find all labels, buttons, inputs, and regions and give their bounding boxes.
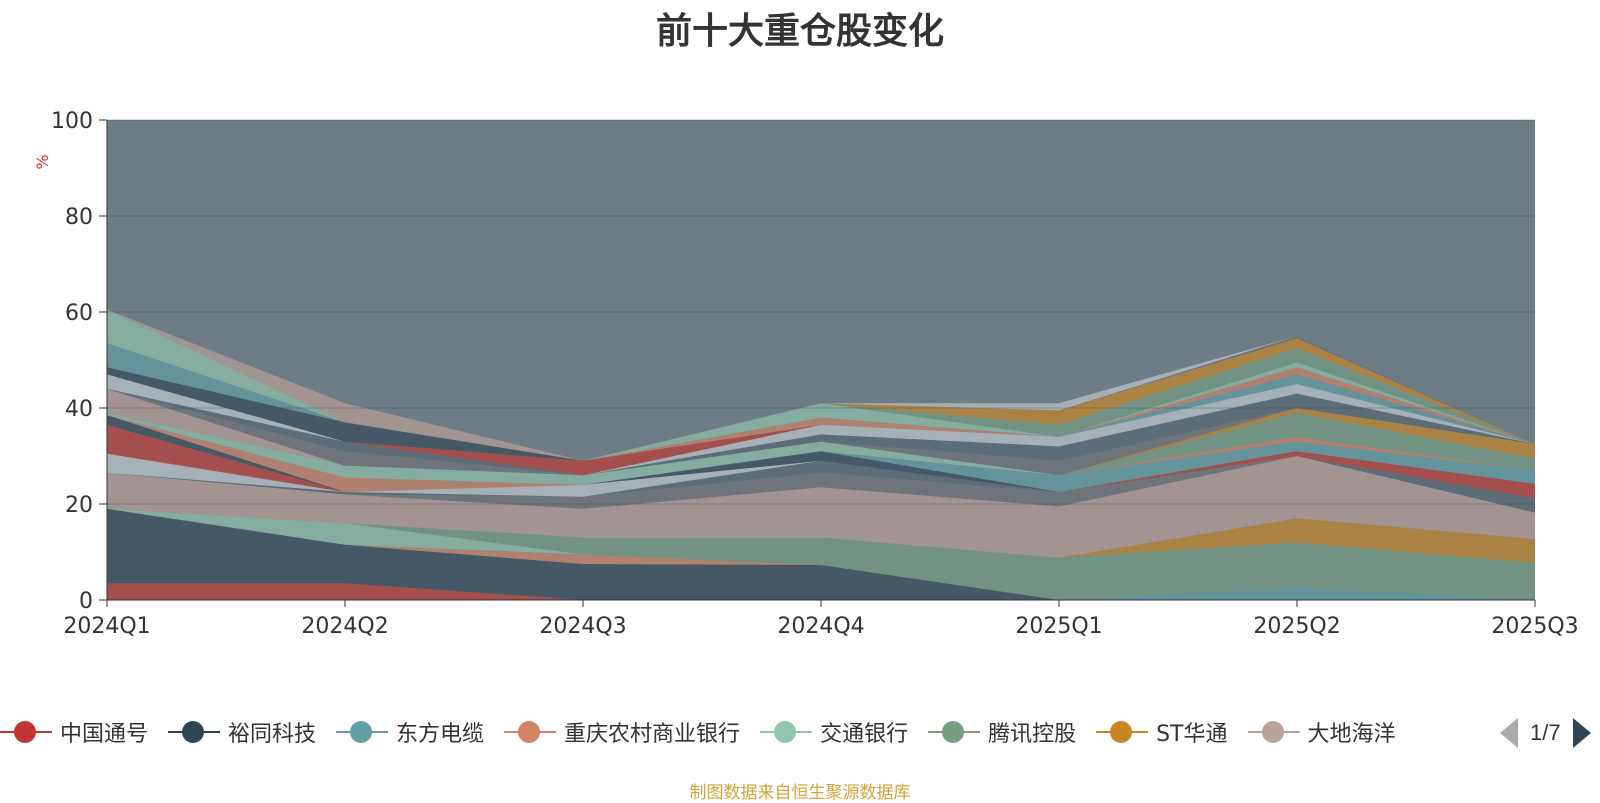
- legend-label: 大地海洋: [1307, 722, 1396, 747]
- legend-prev-icon[interactable]: [1500, 718, 1518, 748]
- legend-marker-icon: [1247, 717, 1300, 747]
- y-tick-label: 80: [65, 205, 93, 230]
- legend-next-icon[interactable]: [1572, 718, 1591, 748]
- legend-pager: 1/7: [1500, 718, 1591, 748]
- legend-label: ST华通: [1156, 722, 1228, 747]
- area-series-0: [107, 583, 1535, 600]
- x-tick-label: 2024Q2: [301, 614, 388, 639]
- x-tick-label: 2024Q3: [539, 614, 626, 639]
- legend-marker-icon: [760, 717, 813, 747]
- area-series-7: [107, 456, 1535, 558]
- legend-item[interactable]: 中国通号: [0, 716, 148, 748]
- legend-item[interactable]: 大地海洋: [1247, 716, 1396, 748]
- area-series-15: [107, 412, 1535, 485]
- data-source-note: 制图数据来自恒生聚源数据库: [689, 783, 911, 803]
- y-tick-label: 40: [65, 397, 93, 422]
- area-series-5: [107, 508, 1535, 600]
- legend-label: 裕同科技: [228, 722, 317, 747]
- y-tick-label: 100: [51, 109, 93, 134]
- legend-item[interactable]: 腾讯控股: [928, 716, 1076, 748]
- legend-item[interactable]: 交通银行: [760, 716, 908, 748]
- legend-marker-icon: [1096, 717, 1149, 747]
- area-series-12: [107, 415, 1535, 492]
- x-tick-label: 2025Q1: [1015, 614, 1102, 639]
- legend-marker-icon: [168, 717, 221, 747]
- legend-label: 腾讯控股: [988, 722, 1077, 747]
- y-tick-label: 0: [79, 589, 93, 614]
- legend-label: 重庆农村商业银行: [564, 722, 741, 747]
- legend-marker-icon: [928, 717, 981, 747]
- legend-label: 中国通号: [60, 722, 149, 747]
- area-series-16: [107, 412, 1535, 476]
- legend-marker-icon: [0, 717, 52, 747]
- area-series-11: [107, 424, 1535, 499]
- y-tick-label: 20: [65, 493, 93, 518]
- legend-label: 交通银行: [820, 722, 909, 747]
- area-series-9: [107, 456, 1535, 513]
- legend-marker-icon: [504, 717, 557, 747]
- legend-label: 东方电缆: [396, 722, 485, 747]
- legend-item[interactable]: ST华通: [1096, 716, 1228, 748]
- area-series-4: [107, 508, 1535, 600]
- legend-item[interactable]: 裕同科技: [168, 716, 316, 748]
- legend: 中国通号 裕同科技 东方电缆 重庆农村商业银行 交通银行 腾讯控股 ST华通 大地海洋: [0, 715, 1416, 749]
- legend-page-indicator: 1/7: [1530, 720, 1561, 745]
- y-tick-label: 60: [65, 301, 93, 326]
- x-tick-label: 2024Q4: [777, 614, 864, 639]
- legend-item[interactable]: 重庆农村商业银行: [504, 716, 740, 748]
- area-series-6: [107, 508, 1535, 564]
- legend-item[interactable]: 东方电缆: [336, 716, 484, 748]
- x-tick-label: 2025Q2: [1253, 614, 1340, 639]
- y-axis-unit-label: %: [33, 154, 52, 169]
- x-tick-label: 2024Q1: [63, 614, 150, 639]
- legend-marker-icon: [336, 717, 389, 747]
- area-series-8: [107, 456, 1535, 513]
- x-tick-label: 2025Q3: [1491, 614, 1578, 639]
- area-series-13: [107, 415, 1535, 492]
- chart-title: 前十大重仓股变化: [655, 11, 944, 52]
- area-series-1: [107, 508, 1535, 600]
